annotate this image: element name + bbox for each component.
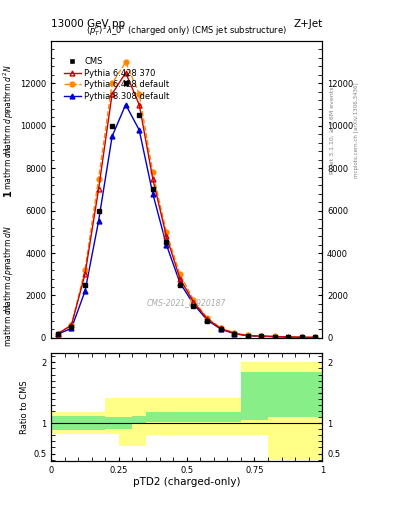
Text: Rivet 3.1.10, ≥ 2.6M events: Rivet 3.1.10, ≥ 2.6M events xyxy=(330,87,335,174)
Text: mathrm $dN$: mathrm $dN$ xyxy=(2,225,13,270)
Text: 13000 GeV pp: 13000 GeV pp xyxy=(51,19,125,29)
Text: mathrm $d\,p_T$: mathrm $d\,p_T$ xyxy=(2,106,15,156)
Text: mcplots.cern.ch [arXiv:1306.3436]: mcplots.cern.ch [arXiv:1306.3436] xyxy=(354,82,359,178)
Text: Z+Jet: Z+Jet xyxy=(293,19,322,29)
Y-axis label: Ratio to CMS: Ratio to CMS xyxy=(20,380,29,434)
Text: $\mathbf{1}$: $\mathbf{1}$ xyxy=(2,189,14,198)
Text: mathrm $d^2N$: mathrm $d^2N$ xyxy=(2,65,15,114)
Text: mathrm $d\,\lambda$: mathrm $d\,\lambda$ xyxy=(2,302,13,347)
Text: CMS-2021_I1920187: CMS-2021_I1920187 xyxy=(147,298,226,307)
X-axis label: pTD2 (charged-only): pTD2 (charged-only) xyxy=(133,477,241,487)
Text: mathrm $d\,\lambda$: mathrm $d\,\lambda$ xyxy=(2,145,13,189)
Text: $(p_T^p)^2\lambda\_0^2$ (charged only) (CMS jet substructure): $(p_T^p)^2\lambda\_0^2$ (charged only) (… xyxy=(86,23,287,38)
Text: mathrm $d\,p_T$: mathrm $d\,p_T$ xyxy=(2,264,15,313)
Legend: CMS, Pythia 6.428 370, Pythia 6.428 default, Pythia 8.308 default: CMS, Pythia 6.428 370, Pythia 6.428 defa… xyxy=(61,54,173,104)
